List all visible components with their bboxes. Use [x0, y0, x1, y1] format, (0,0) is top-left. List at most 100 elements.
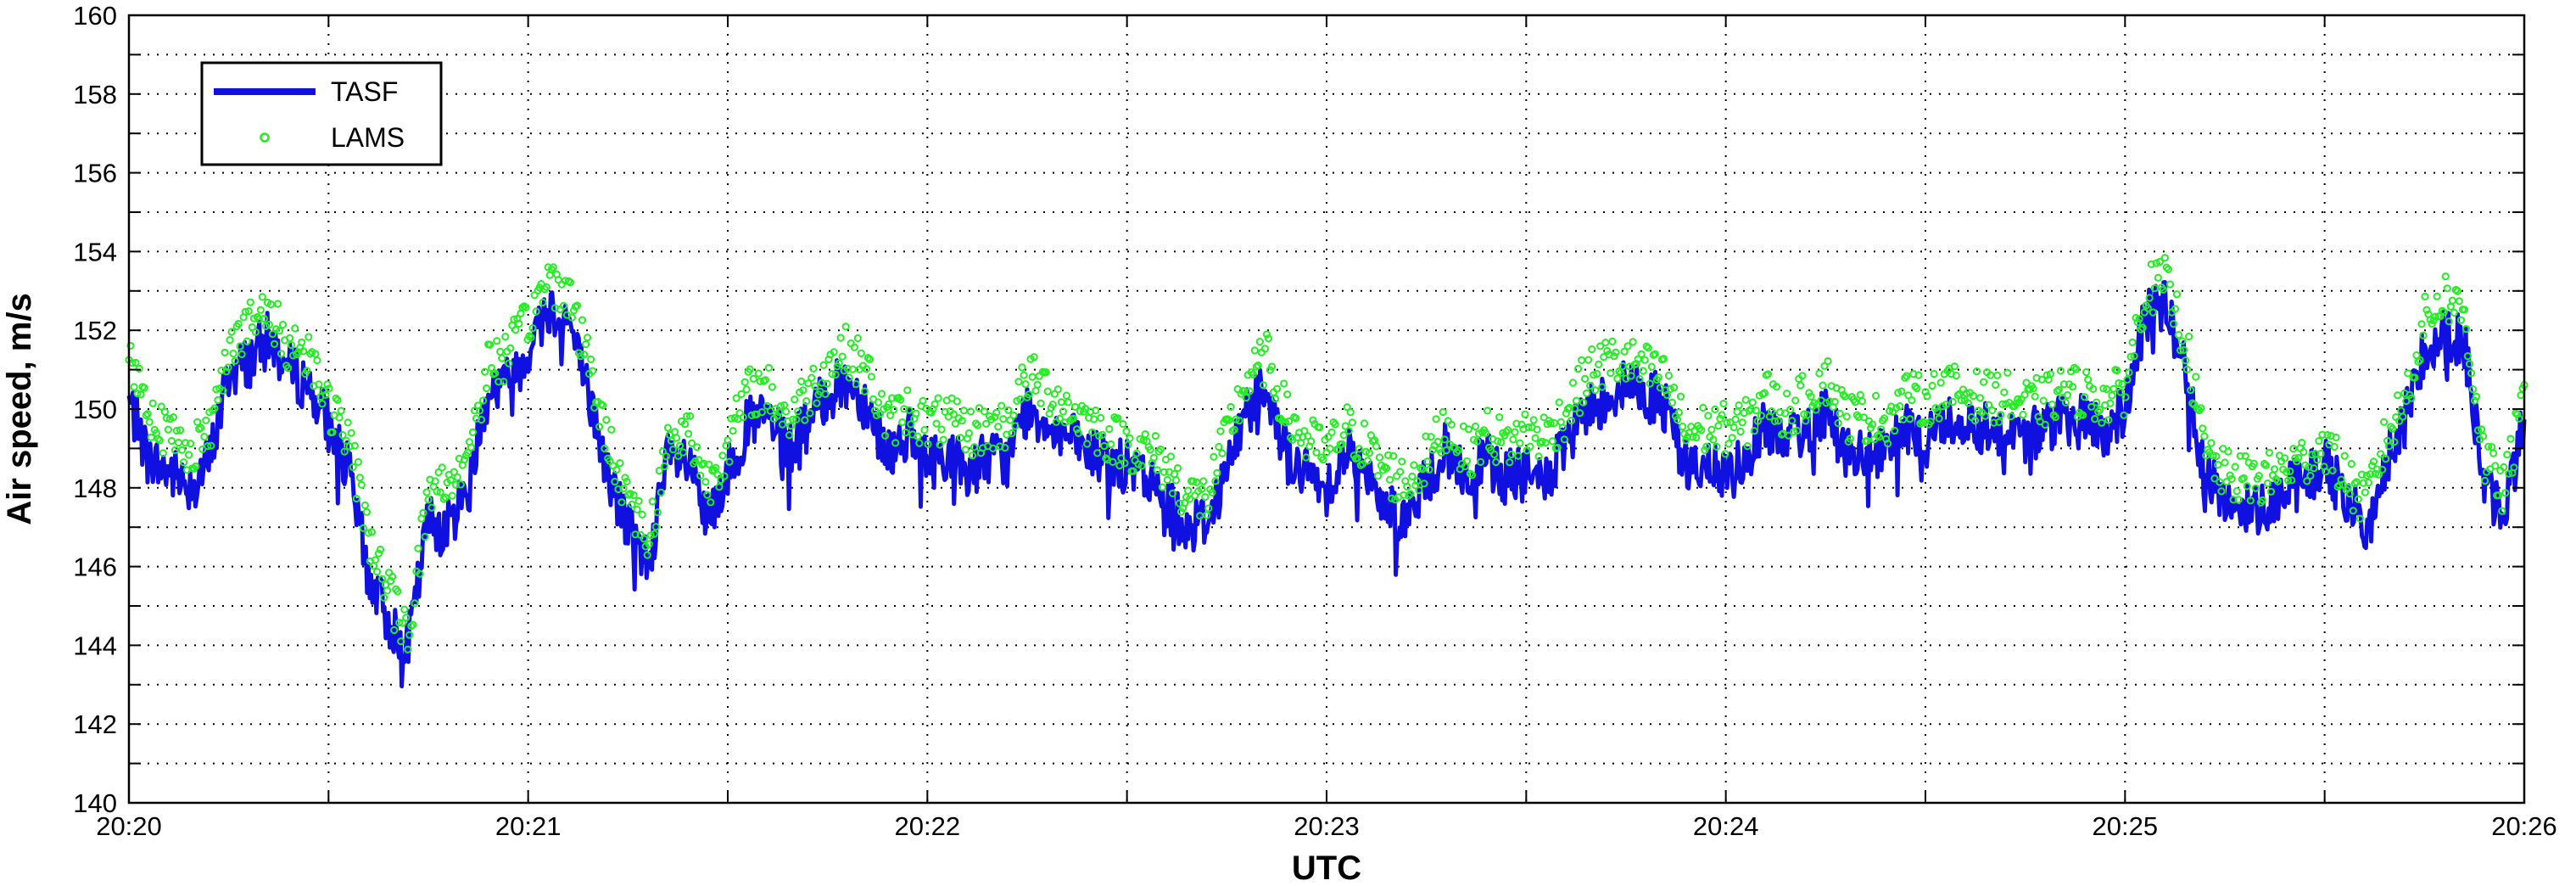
lams-marker [1511, 428, 1519, 436]
lams-marker [1868, 420, 1877, 429]
lams-marker [1696, 424, 1704, 433]
lams-marker [483, 384, 491, 393]
lams-marker [715, 483, 724, 491]
lams-marker [446, 476, 455, 485]
lams-marker [2355, 514, 2364, 523]
lams-marker [2258, 496, 2266, 505]
lams-marker [506, 344, 515, 352]
lams-marker [200, 432, 209, 441]
lams-marker [1882, 435, 1891, 443]
lams-marker [1386, 475, 1394, 484]
x-tick-label: 20:25 [2093, 811, 2159, 841]
lams-marker [1526, 442, 1534, 451]
lams-marker [1676, 392, 1685, 401]
lams-marker [130, 383, 138, 391]
lams-marker [1433, 437, 1442, 446]
lams-marker [1355, 445, 1363, 453]
lams-marker [1897, 387, 1906, 395]
lams-marker [1651, 350, 1659, 358]
lams-marker [2419, 331, 2428, 339]
lams-marker [1803, 411, 1812, 419]
lams-marker [411, 599, 419, 608]
lams-marker [1596, 342, 1605, 350]
lams-marker [2096, 406, 2104, 414]
lams-marker [337, 407, 345, 415]
lams-marker [1713, 442, 1721, 451]
lams-marker [491, 369, 500, 378]
lams-marker [789, 415, 797, 423]
lams-marker [1098, 430, 1107, 440]
lams-marker [1763, 370, 1772, 379]
lams-marker [1262, 330, 1271, 339]
lams-marker [1553, 443, 1562, 452]
lams-marker [2345, 490, 2354, 498]
lams-marker [1896, 402, 1904, 411]
lams-marker [863, 354, 873, 362]
lams-marker [142, 411, 150, 419]
y-tick-label: 140 [73, 788, 117, 818]
lams-marker [1859, 413, 1868, 422]
lams-marker [655, 467, 663, 475]
lams-marker [1439, 407, 1447, 417]
lams-marker [606, 457, 614, 465]
lams-marker [2501, 489, 2510, 497]
lams-marker [2000, 388, 2009, 396]
lams-marker [137, 390, 145, 399]
lams-marker [176, 426, 185, 435]
lams-marker [172, 426, 182, 435]
lams-marker [2126, 352, 2135, 361]
lams-marker [298, 338, 306, 346]
lams-marker [527, 334, 535, 342]
lams-marker [1008, 429, 1016, 438]
lams-marker [1851, 398, 1859, 407]
lams-marker [424, 496, 433, 504]
lams-marker [937, 425, 946, 434]
lams-marker [1985, 401, 1993, 409]
lams-marker [1950, 362, 1959, 371]
lams-marker [350, 441, 359, 450]
lams-marker [685, 429, 693, 438]
lams-marker [1149, 453, 1158, 462]
lams-marker [1403, 482, 1411, 491]
lams-marker [539, 298, 547, 306]
lams-marker [961, 446, 970, 454]
lams-marker [693, 443, 701, 451]
lams-marker [2165, 280, 2175, 289]
lams-marker [2484, 442, 2493, 451]
lams-marker [1516, 439, 1524, 447]
lams-marker [930, 400, 939, 408]
lams-marker [2359, 479, 2367, 487]
lams-marker [1921, 388, 1930, 396]
lams-marker [1482, 429, 1490, 437]
lams-marker [496, 347, 505, 356]
lams-marker [1365, 449, 1374, 457]
lams-marker [737, 390, 746, 398]
lams-marker [1088, 428, 1097, 436]
lams-marker [1573, 364, 1583, 373]
lams-marker [409, 620, 417, 629]
lams-marker [657, 488, 665, 496]
lams-marker [897, 395, 905, 404]
lams-marker [663, 423, 673, 432]
lams-marker [845, 373, 853, 382]
lams-marker [405, 631, 414, 639]
ticks [128, 14, 2525, 804]
lams-marker [2118, 380, 2126, 389]
lams-marker [670, 428, 679, 436]
lams-marker [1620, 347, 1629, 356]
lams-marker [651, 523, 660, 531]
lams-marker [1215, 442, 1223, 451]
lams-marker [1639, 367, 1647, 375]
lams-marker [284, 364, 293, 373]
lams-marker [732, 394, 740, 402]
lams-marker [1607, 369, 1615, 378]
lams-marker [718, 451, 727, 460]
lams-marker [1102, 454, 1110, 463]
lams-marker [2378, 465, 2387, 474]
lams-marker [2286, 467, 2294, 476]
lams-marker [2468, 385, 2478, 394]
lams-marker [951, 419, 959, 428]
lams-marker [2316, 450, 2325, 458]
lams-marker [2019, 411, 2027, 419]
lams-marker [1555, 398, 1563, 407]
